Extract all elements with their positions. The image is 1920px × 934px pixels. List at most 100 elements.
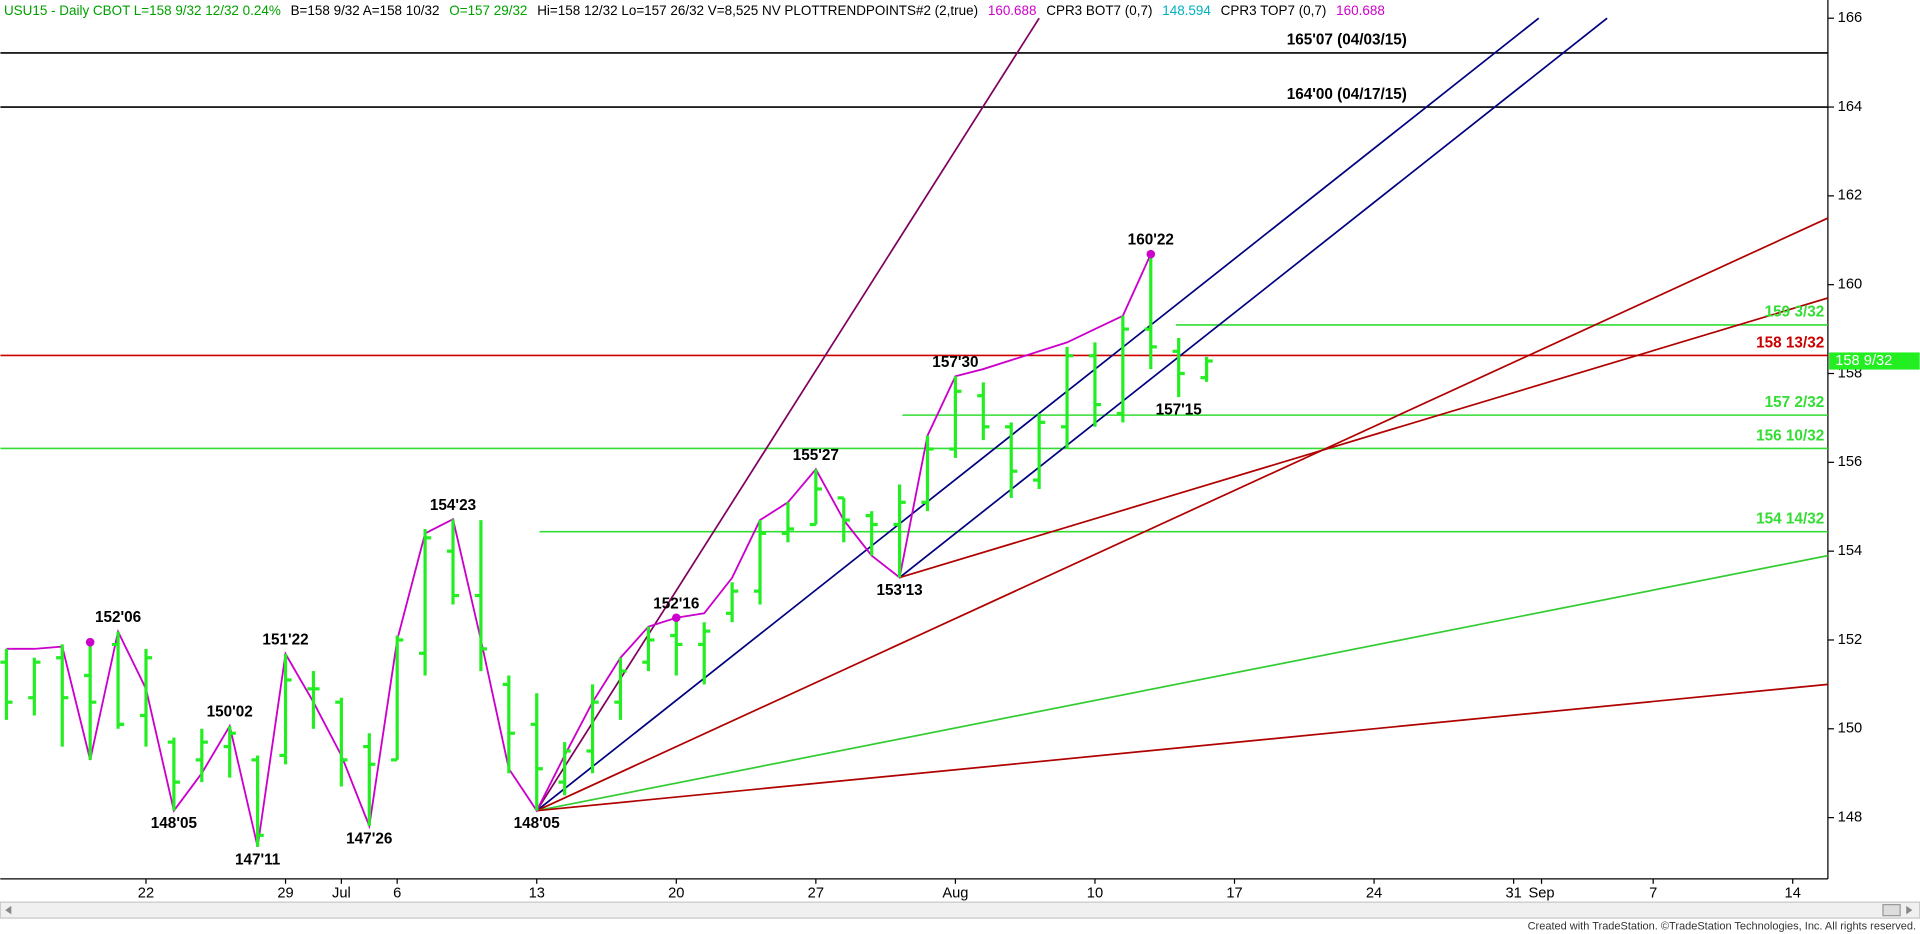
ohlc-bar — [251, 755, 264, 847]
ohlc-bar — [642, 626, 655, 672]
ohlc-bar — [1172, 337, 1185, 398]
x-tick-label: 17 — [1226, 885, 1242, 901]
swing-label: 152'06 — [95, 609, 141, 626]
x-tick-label: Aug — [942, 885, 968, 901]
x-tick-label: 31 — [1505, 885, 1521, 901]
header-item: CPR3 BOT7 (0,7) — [1046, 3, 1152, 18]
swing-label: 150'02 — [207, 704, 253, 721]
y-tick-label: 160 — [1838, 277, 1862, 293]
x-tick-label: 27 — [808, 885, 824, 901]
x-tick-label: 7 — [1649, 885, 1657, 901]
trend-line — [536, 217, 1828, 812]
ohlc-bar — [502, 675, 515, 774]
level-label: 158 13/32 — [1756, 334, 1824, 351]
ohlc-bar — [698, 622, 711, 685]
last-price-label: 158 9/32 — [1835, 353, 1892, 369]
x-tick-label: 24 — [1366, 885, 1382, 901]
ohlc-bar — [391, 635, 404, 762]
ohlc-bar — [363, 733, 376, 826]
pivot-dot — [672, 613, 681, 623]
pivot-dot — [85, 637, 95, 647]
ohlc-bar — [1033, 413, 1046, 489]
level-label: 165'07 (04/03/15) — [1287, 32, 1407, 49]
ohlc-bar — [335, 697, 348, 787]
ohlc-bar — [949, 376, 962, 458]
trend-line — [899, 17, 1608, 579]
ohlc-bar — [111, 631, 125, 729]
x-tick-label: 14 — [1785, 885, 1801, 901]
ohlc-bar — [586, 684, 599, 774]
ohlc-bar — [1116, 315, 1129, 423]
header-item: 160.688 — [988, 3, 1037, 18]
y-tick-label: 152 — [1838, 632, 1862, 648]
ohlc-bar — [865, 511, 878, 556]
scroll-left-arrow[interactable] — [5, 905, 12, 915]
ohlc-bar — [0, 648, 13, 720]
trend-line — [536, 683, 1828, 812]
ohlc-bar — [474, 520, 488, 672]
y-tick-label: 148 — [1838, 810, 1862, 826]
swing-line — [6, 253, 1152, 847]
header-item: B=158 9/32 A=158 10/32 — [291, 3, 440, 18]
ohlc-bar — [558, 742, 571, 796]
y-tick-label: 162 — [1838, 188, 1862, 204]
x-tick-label: 6 — [393, 885, 401, 901]
ohlc-bar — [446, 519, 460, 605]
x-tick-label: 29 — [277, 885, 293, 901]
ohlc-bar — [837, 496, 850, 543]
scroll-track[interactable] — [0, 901, 1920, 919]
ohlc-bar — [223, 726, 236, 778]
ohlc-bar — [139, 648, 153, 747]
x-tick-label: 22 — [138, 885, 154, 901]
ohlc-bar — [195, 728, 208, 783]
y-tick-label: 166 — [1838, 10, 1862, 26]
ohlc-bar — [1200, 356, 1213, 382]
header-item: USU15 - Daily CBOT L=158 9/32 12/32 0.24… — [4, 3, 281, 18]
swing-label: 147'26 — [346, 830, 392, 847]
level-label: 157 2/32 — [1765, 394, 1825, 411]
y-tick-label: 164 — [1838, 99, 1862, 115]
swing-label: 151'22 — [262, 631, 308, 648]
swing-label: 160'22 — [1128, 232, 1174, 249]
header-item: CPR3 TOP7 (0,7) — [1221, 3, 1327, 18]
x-tick-label: Jul — [332, 885, 351, 901]
ohlc-bar — [530, 693, 543, 811]
scroll-right-arrow[interactable] — [1906, 905, 1913, 915]
ohlc-bar — [809, 469, 822, 527]
ohlc-bar — [1088, 342, 1102, 427]
ohlc-bar — [670, 617, 683, 676]
y-tick-label: 154 — [1838, 543, 1862, 559]
ohlc-bar — [84, 644, 97, 760]
swing-label: 155'27 — [793, 447, 839, 464]
ohlc-bar — [418, 528, 432, 676]
swing-label: 152'16 — [653, 595, 699, 612]
ohlc-bar — [167, 737, 181, 811]
header-item: Hi=158 12/32 Lo=157 26/32 V=8,525 NV PLO… — [537, 3, 978, 18]
ohlc-bar — [1144, 254, 1157, 370]
scroll-thumb[interactable] — [1882, 904, 1901, 917]
swing-label: 148'05 — [151, 815, 198, 832]
header-line: USU15 - Daily CBOT L=158 9/32 12/32 0.24… — [4, 3, 1385, 18]
swing-label: 157'15 — [1156, 402, 1203, 419]
swing-label: 147'11 — [235, 851, 281, 868]
trend-line — [899, 297, 1828, 579]
last-price-box — [1829, 352, 1920, 370]
ohlc-bar — [893, 484, 906, 578]
swing-label: 154'23 — [430, 497, 476, 514]
pivot-dot — [1146, 249, 1156, 259]
y-tick-label: 156 — [1838, 454, 1862, 470]
ohlc-bar — [1005, 422, 1018, 498]
x-tick-label: 20 — [668, 885, 684, 901]
header-item: 160.688 — [1336, 3, 1385, 18]
x-tick-label: Sep — [1528, 885, 1554, 901]
level-label: 159 3/32 — [1765, 304, 1825, 321]
header-item: O=157 29/32 — [449, 3, 527, 18]
level-label: 164'00 (04/17/15) — [1287, 86, 1407, 103]
ohlc-bar — [614, 657, 627, 720]
ohlc-bar — [753, 520, 767, 605]
level-label: 156 10/32 — [1756, 427, 1824, 444]
x-tick-label: 10 — [1087, 885, 1103, 901]
